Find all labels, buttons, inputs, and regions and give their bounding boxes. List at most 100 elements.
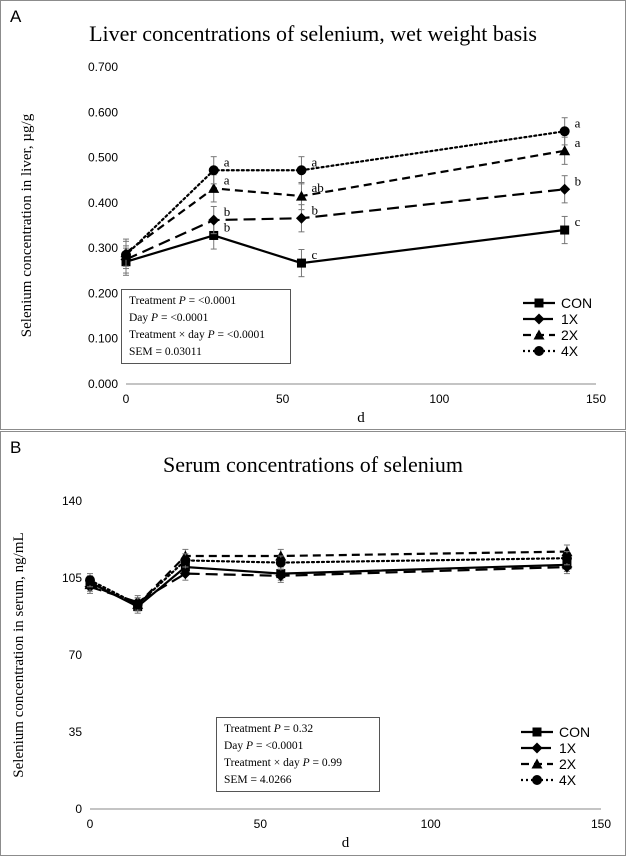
legend-label: 1X xyxy=(561,311,579,327)
y-tick-label: 0 xyxy=(75,802,82,816)
marker-diamond xyxy=(275,570,287,582)
marker-circle xyxy=(534,346,544,356)
marker-triangle xyxy=(531,758,543,769)
legend-item: CON xyxy=(521,724,590,740)
x-tick-label: 0 xyxy=(123,392,130,406)
series-con: b c c xyxy=(121,214,581,278)
significance-letter: b xyxy=(575,173,582,188)
series-line xyxy=(125,149,565,254)
marker-circle xyxy=(561,553,572,564)
x-tick-label: 50 xyxy=(254,817,268,831)
marker-circle xyxy=(132,599,143,610)
marker-square xyxy=(534,298,544,308)
y-tick-label: 0.100 xyxy=(88,332,118,346)
marker-square xyxy=(560,225,570,235)
marker-circle xyxy=(180,555,191,566)
marker-circle xyxy=(532,775,542,785)
marker-square xyxy=(209,230,219,240)
marker-triangle xyxy=(561,546,573,557)
x-axis-label: d xyxy=(357,410,365,426)
legend-label: CON xyxy=(559,724,590,740)
legend-item: 4X xyxy=(521,772,577,788)
marker-circle xyxy=(121,249,131,260)
chart-title: Liver concentrations of selenium, wet we… xyxy=(89,21,537,46)
series-line xyxy=(89,563,567,608)
stats-day: Day P = <0.0001 xyxy=(129,312,209,324)
significance-letter: a xyxy=(575,135,581,150)
y-tick-label: 35 xyxy=(69,725,83,739)
marker-triangle xyxy=(559,145,571,156)
x-tick-label: 100 xyxy=(421,817,441,831)
legend-label: 4X xyxy=(559,772,577,788)
marker-triangle xyxy=(295,190,307,201)
significance-letter: b xyxy=(311,202,318,217)
y-axis-label: Selenium concentration in serum, ng/mL xyxy=(11,532,27,777)
chart-liver: 0.000 0.100 0.200 0.300 0.400 0.500 0.600 0.700… xyxy=(19,60,606,426)
marker-diamond xyxy=(295,212,307,224)
y-tick-label: 0.200 xyxy=(88,286,118,300)
y-tick-label: 0.300 xyxy=(88,241,118,255)
panel-b: B Serum concentrations of selenium 0 35 70… xyxy=(0,431,626,856)
marker-circle xyxy=(296,165,307,176)
marker-diamond xyxy=(559,183,571,195)
stats-sem: SEM = 0.03011 xyxy=(129,346,202,358)
significance-letter: ab xyxy=(311,180,323,195)
legend-item: 4X xyxy=(523,343,579,359)
stats-interaction: Treatment × day P = <0.0001 xyxy=(129,329,265,341)
y-tick-label: 0.500 xyxy=(88,151,118,165)
stats-interaction: Treatment × day P = 0.99 xyxy=(224,757,342,769)
marker-square xyxy=(296,258,306,268)
legend-item: 1X xyxy=(523,311,579,327)
x-axis-label: d xyxy=(342,835,350,851)
chart-serum: 0 35 70 105 140 0 50 100 150 d Selenium concentrat… xyxy=(11,494,611,851)
series-line xyxy=(125,188,565,261)
significance-letter: c xyxy=(575,214,581,229)
marker-circle xyxy=(85,575,95,586)
series-line xyxy=(125,228,565,265)
series-4x: a aa xyxy=(121,115,581,270)
x-tick-label: 100 xyxy=(429,392,449,406)
x-tick-label: 0 xyxy=(87,817,94,831)
marker-triangle xyxy=(533,329,545,340)
significance-letter: a xyxy=(575,115,581,130)
legend-label: 1X xyxy=(559,740,577,756)
x-tick-label: 150 xyxy=(591,817,611,831)
significance-letter: c xyxy=(311,247,317,262)
legend-item: 2X xyxy=(523,327,579,343)
series-line xyxy=(88,557,569,606)
stats-box: Treatment P = <0.0001 Day P = <0.0001 Tr… xyxy=(121,289,291,364)
y-tick-label: 0.400 xyxy=(88,196,118,210)
stats-sem: SEM = 4.0266 xyxy=(224,774,292,786)
y-tick-label: 0.700 xyxy=(88,60,118,74)
significance-letter: a xyxy=(224,172,230,187)
y-tick-label: 0.000 xyxy=(88,377,118,391)
y-tick-label: 70 xyxy=(69,648,83,662)
stats-treatment: Treatment P = <0.0001 xyxy=(129,295,237,307)
legend-item: CON xyxy=(523,295,592,311)
significance-letter: a xyxy=(224,154,230,169)
panel-a: A Liver concentrations of selenium, wet … xyxy=(0,0,626,430)
marker-diamond xyxy=(179,568,191,580)
series-4x xyxy=(85,551,572,612)
marker-circle xyxy=(208,165,219,176)
significance-letter: a xyxy=(311,154,317,169)
series-line xyxy=(124,130,566,257)
y-tick-label: 140 xyxy=(62,494,82,508)
legend-label: 4X xyxy=(561,343,579,359)
marker-diamond xyxy=(531,742,543,754)
series-2x xyxy=(84,544,573,612)
series-line xyxy=(89,565,567,604)
stats-box: Treatment P = 0.32 Day P = <0.0001 Treat… xyxy=(216,717,380,792)
legend-item: 1X xyxy=(521,740,577,756)
panel-label: A xyxy=(10,7,22,26)
significance-letter: b xyxy=(224,204,231,219)
stats-day: Day P = <0.0001 xyxy=(224,740,304,752)
panel-label: B xyxy=(10,438,22,457)
stats-treatment: Treatment P = 0.32 xyxy=(224,723,314,735)
x-tick-label: 50 xyxy=(276,392,290,406)
y-tick-label: 105 xyxy=(62,571,82,585)
chart-title: Serum concentrations of selenium xyxy=(163,452,463,477)
marker-diamond xyxy=(561,561,573,573)
marker-square xyxy=(532,727,542,737)
